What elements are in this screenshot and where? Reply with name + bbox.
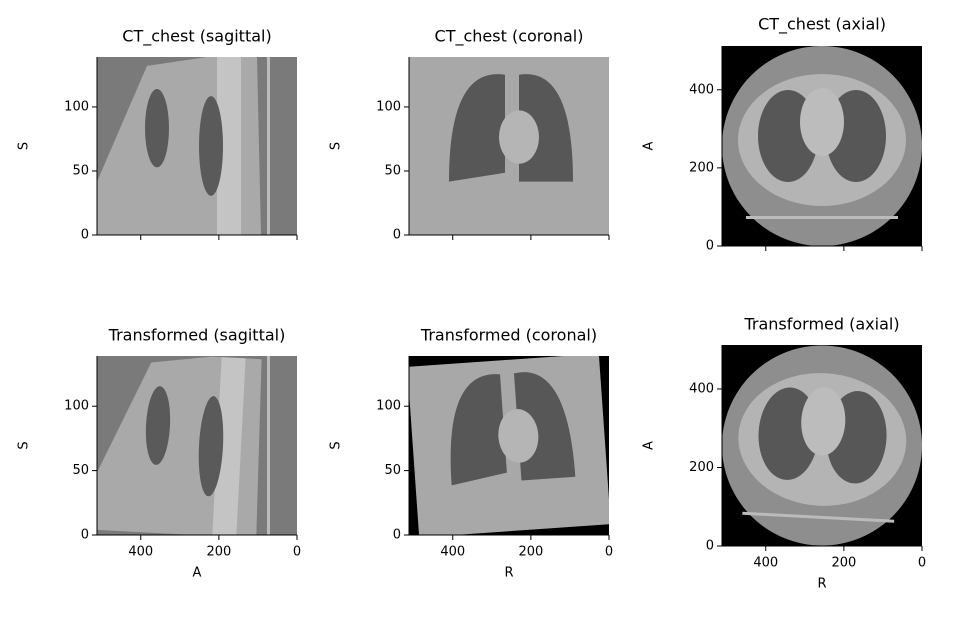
image-lung <box>145 386 171 465</box>
image-lung <box>449 74 505 182</box>
x-axis-label: R <box>817 577 826 592</box>
y-axis-label: A <box>642 441 657 450</box>
y-tick-label: 100 <box>64 399 89 414</box>
x-axis-label: A <box>193 566 202 581</box>
y-tick-label: 200 <box>689 160 714 175</box>
y-tick-label: 400 <box>689 381 714 396</box>
image-heart <box>498 409 539 463</box>
y-tick-label: 0 <box>706 239 714 254</box>
x-tick-label: 200 <box>518 545 543 560</box>
y-tick-label: 100 <box>64 99 89 114</box>
y-tick-label: 0 <box>81 528 89 543</box>
image <box>97 57 297 235</box>
image <box>97 356 297 535</box>
y-tick-label: 100 <box>376 99 401 114</box>
y-tick-label: 0 <box>393 228 401 243</box>
image <box>722 345 922 546</box>
image-lung <box>198 396 224 497</box>
subplot-title: CT_chest (axial) <box>758 15 886 35</box>
y-tick-label: 50 <box>384 463 401 478</box>
y-tick-label: 0 <box>706 539 714 554</box>
image <box>722 46 922 246</box>
y-axis-label: S <box>17 142 32 150</box>
subplot: CT_chest (axial) 0 200 400 A <box>642 15 923 254</box>
y-tick-label: 50 <box>72 163 89 178</box>
image-table <box>742 511 895 523</box>
y-axis-label: S <box>329 142 344 150</box>
image-heart <box>499 110 539 164</box>
subplot: CT_chest (sagittal) 0 50 100 S <box>17 27 298 243</box>
image-lung <box>450 374 507 486</box>
y-axis-label: A <box>642 141 657 150</box>
x-tick-label: 400 <box>440 545 465 560</box>
image <box>409 356 609 535</box>
x-tick-label: 200 <box>206 545 231 560</box>
image <box>409 57 609 235</box>
image-lung <box>199 96 223 196</box>
image-table <box>267 356 270 535</box>
subplot-title: CT_chest (coronal) <box>435 27 584 47</box>
y-axis-label: S <box>17 441 32 449</box>
image-table <box>746 216 898 219</box>
subplot: CT_chest (coronal) 0 50 100 S <box>329 27 610 243</box>
x-tick-label: 400 <box>128 545 153 560</box>
y-tick-label: 100 <box>376 399 401 414</box>
image-slice <box>413 61 605 231</box>
x-tick-label: 0 <box>918 556 926 571</box>
image-slice <box>738 373 907 523</box>
x-axis-label: R <box>504 566 513 581</box>
y-tick-label: 50 <box>72 463 89 478</box>
subplot-title: Transformed (axial) <box>743 315 899 334</box>
subplot: Transformed (sagittal) 0 50 100 400 200 0 S A <box>17 326 302 581</box>
subplot: Transformed (coronal) 0 50 100 400 200 0 S R <box>329 326 614 581</box>
image-slice <box>409 356 609 535</box>
x-tick-label: 400 <box>753 556 778 571</box>
y-tick-label: 400 <box>689 82 714 97</box>
y-axis-label: S <box>329 441 344 449</box>
y-tick-label: 50 <box>384 163 401 178</box>
x-tick-label: 200 <box>831 556 856 571</box>
image-spine <box>212 357 246 535</box>
image-table <box>267 57 270 235</box>
y-tick-label: 0 <box>393 528 401 543</box>
image-slice <box>738 74 906 219</box>
subplot: Transformed (axial) 0 200 400 400 200 0 A R <box>642 315 927 592</box>
x-tick-label: 0 <box>605 545 613 560</box>
y-tick-label: 0 <box>81 228 89 243</box>
subplot-title: Transformed (sagittal) <box>108 326 286 345</box>
subplot-title: Transformed (coronal) <box>420 326 597 345</box>
y-tick-label: 200 <box>689 460 714 475</box>
subplot-title: CT_chest (sagittal) <box>122 27 271 47</box>
image-heart <box>801 387 846 456</box>
x-tick-label: 0 <box>293 545 301 560</box>
image-lung <box>145 89 169 168</box>
image-heart <box>800 88 844 156</box>
